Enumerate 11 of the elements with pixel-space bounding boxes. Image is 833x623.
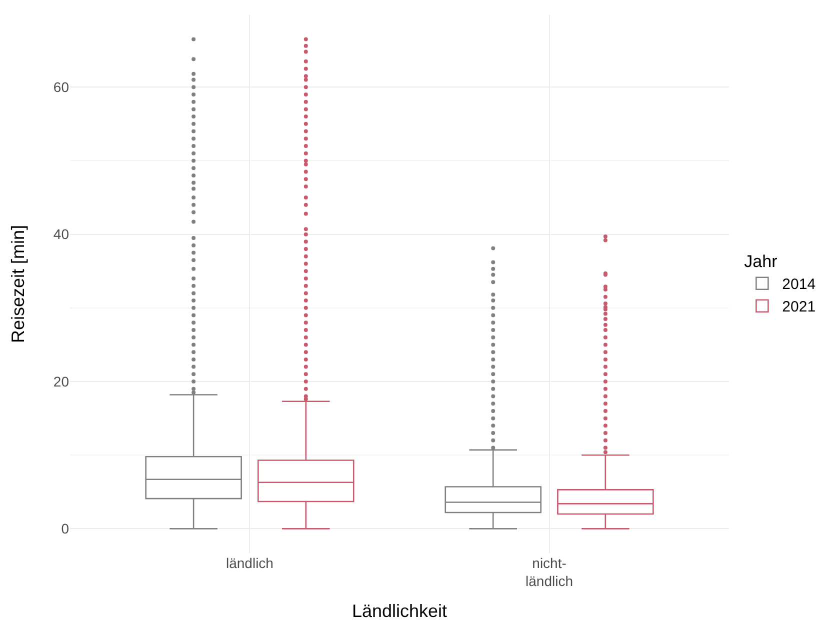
y-tick-label: 60: [53, 79, 70, 96]
x-axis-title: Ländlichkeit: [352, 601, 448, 621]
y-axis-title: Reisezeit [min]: [8, 224, 28, 344]
legend-label: 2021: [782, 298, 816, 316]
x-tick-label: nicht- ländlich: [526, 555, 574, 590]
legend-label: 2014: [782, 276, 816, 294]
y-tick-label: 20: [53, 373, 70, 390]
legend-title: Jahr: [744, 252, 778, 272]
y-tick-label: 40: [53, 226, 70, 242]
y-tick-label: 0: [61, 520, 70, 537]
x-tick-label: ländlich: [226, 555, 274, 571]
